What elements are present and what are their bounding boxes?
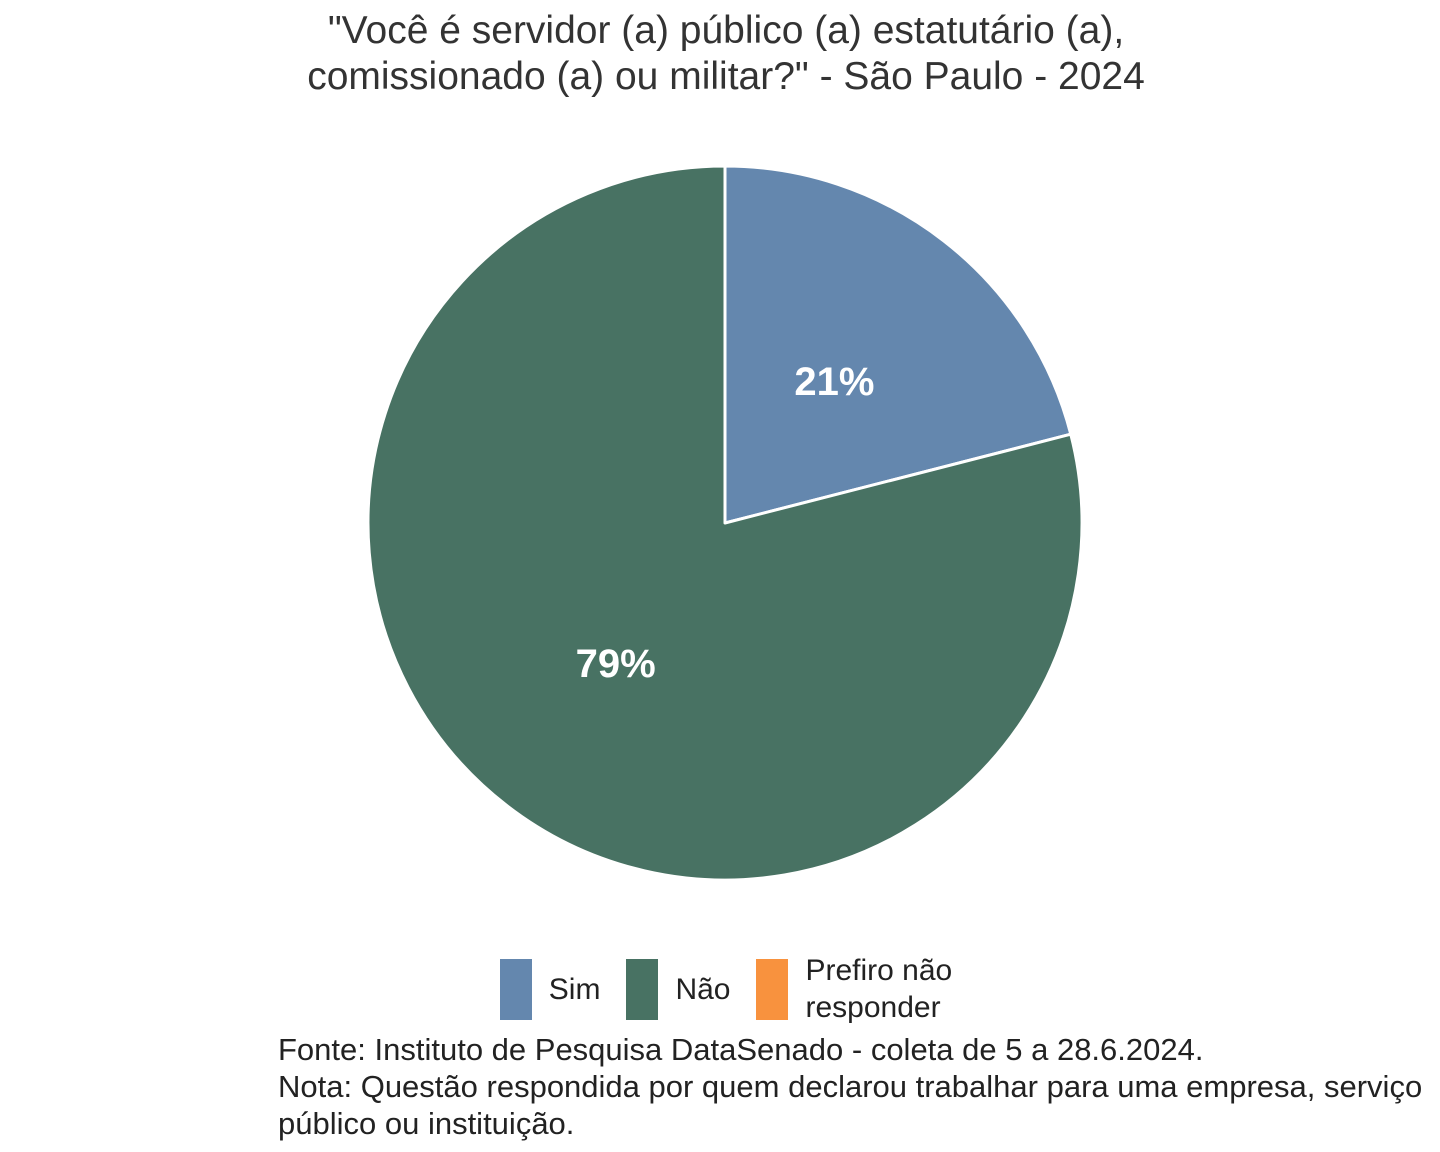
note-line-2: público ou instituição. xyxy=(278,1106,575,1141)
pie-slice-label-sim: 21% xyxy=(794,360,874,404)
legend-key-prefiro-nao-responder-swatch xyxy=(756,958,789,1020)
legend-label-sim: Sim xyxy=(548,972,601,1006)
legend-key-sim-swatch xyxy=(499,958,532,1020)
source-note: Fonte: Instituto de Pesquisa DataSenado … xyxy=(278,1031,1438,1142)
legend-item-sim: Sim xyxy=(499,958,601,1020)
chart-title: "Você é servidor (a) público (a) estatut… xyxy=(307,9,1145,98)
pie-slice-sim xyxy=(723,164,1073,525)
legend-item-prefiro-nao-responder: Prefiro não responder xyxy=(756,952,952,1026)
pie-chart: 21% 79% xyxy=(366,164,1084,882)
note-line-1: Nota: Questão respondida por quem declar… xyxy=(278,1069,1423,1104)
source-line: Fonte: Instituto de Pesquisa DataSenado … xyxy=(278,1032,1204,1067)
legend-label-prefiro-nao-responder: Prefiro não responder xyxy=(805,954,953,1024)
pie-slice-nao xyxy=(366,164,1084,882)
legend-label-nao: Não xyxy=(675,972,731,1006)
pie-slice-label-nao: 79% xyxy=(576,642,656,686)
legend-key-nao-swatch xyxy=(626,958,659,1020)
legend-item-nao: Não xyxy=(626,958,731,1020)
legend: Sim Não Prefiro não responder xyxy=(0,952,1440,1026)
